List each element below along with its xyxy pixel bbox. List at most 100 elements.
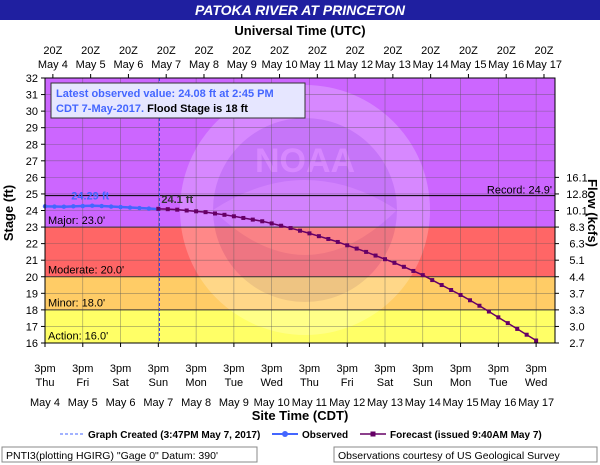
forecast-point: [468, 298, 472, 303]
bottom-tick-day: Tue: [489, 377, 508, 389]
forecast-point: [231, 214, 236, 219]
bottom-tick-day: Sat: [112, 377, 129, 389]
bottom-tick-date: May 17: [518, 397, 554, 409]
forecast-point: [184, 208, 189, 213]
footer-left-box: [1, 446, 258, 463]
forecast-point: [316, 234, 321, 239]
forecast-point: [298, 228, 302, 233]
bottom-tick-time: 3pm: [110, 363, 131, 375]
bottom-tick-day: Mon: [450, 377, 471, 389]
top-tick-time: 20Z: [119, 45, 138, 57]
y2-tick-label: 10.1: [566, 206, 587, 218]
observed-point: [108, 204, 114, 209]
observed-point: [99, 203, 104, 209]
info-date: CDT 7-May-2017.: [56, 103, 144, 115]
bottom-tick-date: May 8: [181, 397, 211, 409]
value-annotation: 24.29 ft: [71, 191, 109, 203]
y2-tick-label: 16.1: [566, 172, 587, 184]
forecast-point: [392, 260, 397, 265]
y2-tick-label: 3.3: [569, 305, 584, 317]
bottom-tick-day: Wed: [525, 377, 547, 389]
forecast-point: [373, 253, 378, 258]
top-tick-time: 20Z: [534, 45, 553, 57]
forecast-point: [203, 210, 208, 215]
bottom-tick-time: 3pm: [34, 363, 55, 375]
forecast-point: [401, 264, 406, 269]
y-tick-label: 17: [26, 321, 38, 333]
bottom-tick-time: 3pm: [450, 363, 471, 375]
top-tick-time: 20Z: [232, 45, 251, 57]
bottom-tick-date: May 6: [106, 397, 136, 409]
forecast-point: [165, 207, 170, 212]
forecast-point: [222, 212, 227, 217]
band-label: Major: 23.0': [48, 215, 105, 227]
y-tick-label: 26: [26, 172, 38, 184]
forecast-point: [439, 283, 444, 288]
top-tick-date: May 4: [38, 59, 68, 71]
observed-point: [52, 204, 57, 209]
top-tick-time: 20Z: [270, 45, 289, 57]
y-tick-label: 27: [26, 156, 38, 168]
top-tick-date: May 11: [300, 59, 335, 71]
top-tick-date: May 15: [450, 59, 486, 71]
legend-observed-marker: [282, 431, 288, 437]
bottom-tick-date: May 15: [443, 397, 479, 409]
legend-observed: Observed: [302, 430, 348, 441]
forecast-point: [383, 257, 387, 262]
bottom-tick-day: Sun: [149, 377, 169, 389]
y2-tick-label: 3.0: [569, 321, 584, 333]
footer-datum: PNTI3(plotting HGIRG) "Gage 0" Datum: 39…: [6, 450, 218, 462]
bottom-tick-time: 3pm: [261, 363, 282, 375]
top-tick-date: May 16: [488, 59, 524, 71]
y-tick-label: 21: [26, 255, 38, 267]
bottom-tick-time: 3pm: [148, 363, 169, 375]
top-tick-time: 20Z: [421, 45, 440, 57]
forecast-point: [194, 209, 199, 214]
y-tick-label: 20: [26, 272, 38, 284]
y-axis-title: Stage (ft): [1, 185, 16, 241]
top-tick-date: May 8: [189, 59, 219, 71]
bottom-tick-time: 3pm: [412, 363, 433, 375]
legend-forecast-marker: [370, 431, 376, 437]
bottom-tick-date: May 11: [292, 397, 327, 409]
y-tick-label: 18: [26, 305, 38, 317]
bottom-tick-day: Thu: [300, 377, 319, 389]
bottom-tick-time: 3pm: [185, 363, 206, 375]
bottom-tick-day: Sat: [377, 377, 394, 389]
y2-axis-title: Flow (kcfs): [585, 179, 600, 247]
legend-forecast: Forecast (issued 9:40AM May 7): [390, 430, 542, 441]
forecast-point: [354, 246, 359, 251]
bottom-tick-date: May 10: [254, 397, 290, 409]
top-tick-time: 20Z: [383, 45, 402, 57]
forecast-point: [486, 309, 491, 314]
observed-point: [90, 203, 95, 208]
observed-point: [137, 205, 142, 211]
bottom-tick-time: 3pm: [525, 363, 546, 375]
top-axis-title: Universal Time (UTC): [234, 23, 365, 38]
forecast-point: [250, 217, 255, 222]
observed-point: [61, 204, 67, 209]
bottom-tick-day: Fri: [76, 377, 89, 389]
bottom-tick-time: 3pm: [299, 363, 320, 375]
forecast-point: [524, 332, 529, 337]
bottom-tick-date: May 5: [68, 397, 98, 409]
top-tick-date: May 6: [113, 59, 143, 71]
forecast-point: [175, 207, 180, 212]
top-tick-date: May 5: [76, 59, 106, 71]
axes: 16 17 18 19 20 21 22 23 24 25 26 27 28 29 30 31 32 2.7 3.0…: [26, 45, 588, 409]
info-line-2: CDT 7-May-2017. Flood Stage is 18 ft: [56, 103, 248, 115]
forecast-point: [477, 303, 482, 308]
record-label: Record: 24.9': [487, 185, 552, 197]
top-tick-time: 20Z: [459, 45, 478, 57]
bottom-tick-time: 3pm: [223, 363, 244, 375]
forecast-point: [364, 249, 369, 254]
band-label: Minor: 18.0': [48, 298, 105, 310]
y-tick-label: 28: [26, 139, 38, 151]
y-tick-label: 19: [26, 288, 38, 300]
bottom-tick-time: 3pm: [72, 363, 93, 375]
observed-point: [146, 206, 152, 211]
bottom-tick-date: May 7: [143, 397, 173, 409]
top-tick-time: 20Z: [497, 45, 516, 57]
band-moderate: [45, 227, 555, 277]
